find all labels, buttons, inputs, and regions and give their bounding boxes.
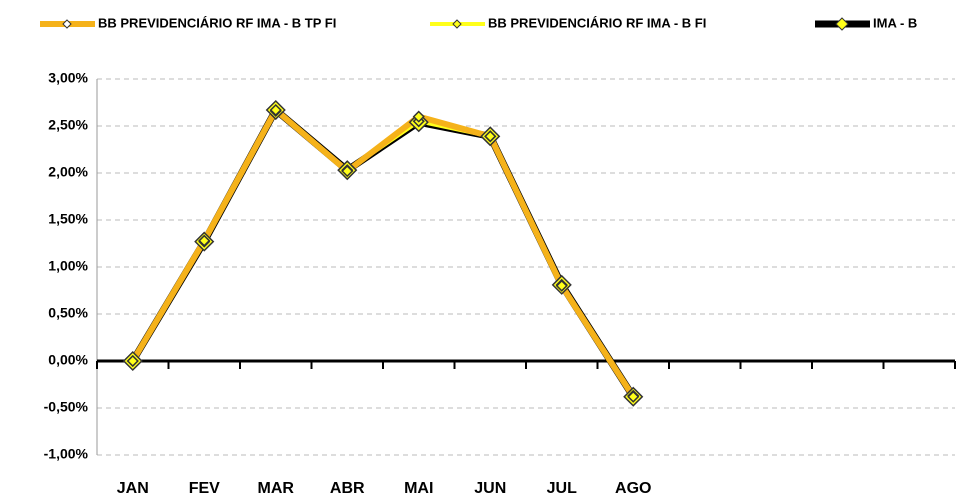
x-tick-label: MAI <box>404 480 433 497</box>
x-tick-label: JAN <box>117 480 149 497</box>
legend-label: BB PREVIDENCIÁRIO RF IMA - B TP FI <box>98 15 336 30</box>
marker <box>627 390 640 403</box>
y-tick-label: 0,00% <box>48 352 88 368</box>
marker <box>198 234 211 247</box>
y-tick-label: 0,50% <box>48 305 88 321</box>
y-tick-label: 2,50% <box>48 117 88 133</box>
y-tick-label: 3,00% <box>48 70 88 86</box>
series-line <box>130 107 636 399</box>
y-tick-label: -1,00% <box>44 446 89 462</box>
x-tick-label: AGO <box>615 480 651 497</box>
x-tick-label: JUN <box>474 480 506 497</box>
x-tick-label: ABR <box>330 480 365 497</box>
legend-label: BB PREVIDENCIÁRIO RF IMA - B FI <box>488 15 706 30</box>
legend-marker <box>835 17 849 31</box>
x-tick-label: MAR <box>258 480 295 497</box>
legend-marker <box>62 19 72 29</box>
marker <box>126 354 139 368</box>
x-tick-label: FEV <box>189 480 220 497</box>
marker <box>484 130 497 143</box>
marker <box>341 165 354 178</box>
marker <box>555 279 568 292</box>
series-line <box>129 106 637 399</box>
marker <box>412 110 425 123</box>
marker <box>269 103 282 117</box>
y-tick-label: -0,50% <box>44 399 89 415</box>
y-tick-label: 1,00% <box>48 258 88 274</box>
legend-marker <box>452 19 462 29</box>
y-tick-label: 1,50% <box>48 211 88 227</box>
x-tick-label: JUL <box>547 480 577 497</box>
y-tick-label: 2,00% <box>48 164 88 180</box>
series-line <box>131 108 635 397</box>
legend-label: IMA - B <box>873 15 917 30</box>
